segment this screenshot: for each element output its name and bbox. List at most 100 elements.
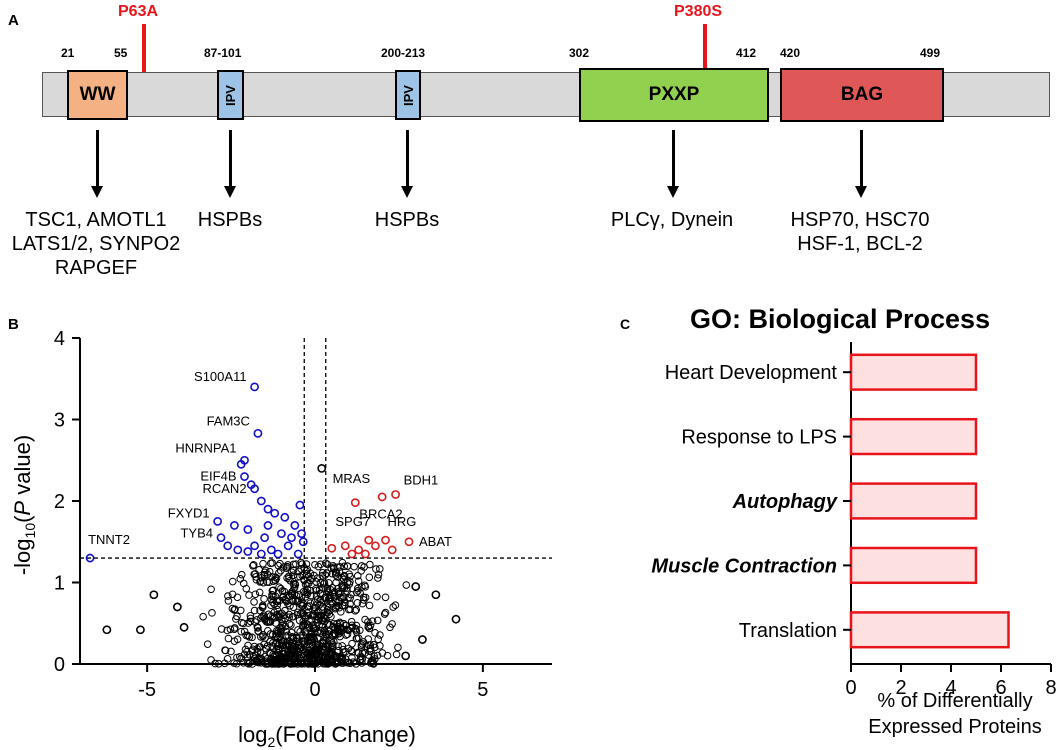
ns-point [248,647,256,655]
domain-bag: BAG [780,68,944,122]
ns-point [226,625,235,634]
ns-point [375,565,384,573]
ns-point [306,599,315,607]
point-down [256,496,266,506]
ns-point [340,575,348,584]
ns-point [361,593,370,602]
ns-point [326,594,334,602]
ns-point [233,612,241,621]
point-label: EIF4B [200,469,236,484]
ns-point [292,637,300,646]
point-label: FAM3C [207,413,250,428]
ns-point [350,562,358,571]
go-category-label: Response to LPS [681,427,837,449]
point-ns [401,651,411,661]
point-down [256,549,266,559]
ns-point [322,595,330,603]
ns-point [280,595,289,604]
arrow-ww-head [91,186,103,198]
partner-line: LATS1/2, SYNPO2 [11,233,181,255]
ns-point [287,621,295,629]
point-up [327,543,337,553]
go-category-label: Autophagy [732,491,838,513]
point-label: SPG7 [335,514,370,529]
ns-point [345,580,354,588]
ns-point [315,586,324,594]
point-up [360,549,370,559]
point-down [263,521,273,530]
ns-point [329,562,337,570]
ns-point [246,611,255,620]
ns-point [312,640,320,649]
ns-point [381,608,390,617]
ns-point [368,617,377,626]
ns-point [367,659,375,667]
point-down [223,541,233,551]
ns-point [331,624,340,633]
point-ns [451,614,461,624]
point-down [250,541,259,551]
ns-point [270,613,279,622]
domain-ipv-1: IPV [217,70,244,120]
ns-point [346,594,354,602]
ns-point [327,564,335,572]
ylabel-open: ( [10,515,35,523]
ns-point [249,561,258,569]
ns-point [257,633,265,641]
ns-point [257,654,265,663]
ns-point [228,604,237,613]
ns-point [373,592,381,601]
mutation-label-p63a: P63A [118,3,159,20]
ns-point [267,595,276,604]
ns-point [374,635,382,644]
residue-55: 55 [114,46,128,60]
ns-point [251,590,260,599]
ns-point [301,588,310,597]
ns-point [237,627,245,636]
ns-point [324,627,333,636]
point-down [260,533,270,543]
ns-point [281,650,289,658]
ns-point [313,618,322,627]
ns-point [311,560,319,569]
point-down [287,533,296,543]
ns-point [348,639,356,648]
ns-point [368,656,377,665]
ns-point [232,659,241,668]
ns-point [353,599,362,607]
ns-point [391,601,400,610]
point-label: MRAS [333,471,371,486]
partner-line: HSPBs [374,209,440,231]
ns-point [322,630,330,638]
ns-point [321,571,329,579]
partners-pxxp: PLCγ, Dynein [592,208,752,232]
ns-point [370,643,379,652]
ns-point [376,642,384,650]
ns-point [256,578,264,586]
point-label: RCAN2 [202,481,246,496]
ns-point [319,639,327,648]
ns-point [259,631,267,639]
point-label: BDH1 [404,472,439,487]
ns-point [294,596,303,605]
ns-point [286,592,294,600]
ns-point [328,639,336,648]
point-ns [411,582,421,591]
ns-point [312,643,320,651]
ns-point [348,621,356,630]
ns-point [320,579,329,587]
ns-point [343,630,352,638]
go-title: GO: Biological Process [690,304,991,334]
ns-point [362,642,371,651]
ns-point [324,579,333,587]
panel-a-label: A [8,12,19,29]
ns-point [329,619,338,628]
ns-point [338,642,347,650]
point-down [230,521,239,530]
ns-point [344,605,353,614]
ns-point [365,601,374,610]
point-label: HNRNPA1 [175,440,236,455]
volcano-ylabel: -log10(P value) [10,435,38,575]
ns-point [334,588,343,596]
ns-point [278,621,287,630]
